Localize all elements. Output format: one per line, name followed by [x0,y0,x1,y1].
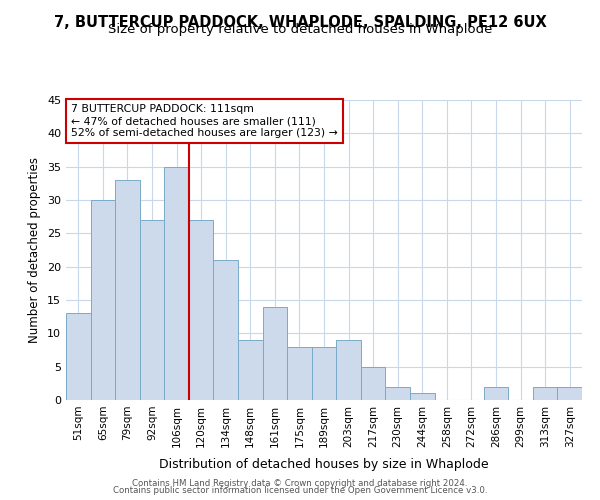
Bar [189,220,214,400]
Bar [238,340,263,400]
Bar [557,386,582,400]
Bar [361,366,385,400]
Bar [336,340,361,400]
Text: 7, BUTTERCUP PADDOCK, WHAPLODE, SPALDING, PE12 6UX: 7, BUTTERCUP PADDOCK, WHAPLODE, SPALDING… [53,15,547,30]
Bar [312,346,336,400]
Bar [287,346,312,400]
Bar [140,220,164,400]
Text: Contains HM Land Registry data © Crown copyright and database right 2024.: Contains HM Land Registry data © Crown c… [132,478,468,488]
Bar [214,260,238,400]
Bar [164,166,189,400]
Text: Contains public sector information licensed under the Open Government Licence v3: Contains public sector information licen… [113,486,487,495]
Bar [91,200,115,400]
Bar [410,394,434,400]
Bar [66,314,91,400]
X-axis label: Distribution of detached houses by size in Whaplode: Distribution of detached houses by size … [159,458,489,471]
Bar [385,386,410,400]
Bar [533,386,557,400]
Y-axis label: Number of detached properties: Number of detached properties [28,157,41,343]
Bar [115,180,140,400]
Bar [263,306,287,400]
Bar [484,386,508,400]
Text: Size of property relative to detached houses in Whaplode: Size of property relative to detached ho… [108,22,492,36]
Text: 7 BUTTERCUP PADDOCK: 111sqm
← 47% of detached houses are smaller (111)
52% of se: 7 BUTTERCUP PADDOCK: 111sqm ← 47% of det… [71,104,338,138]
